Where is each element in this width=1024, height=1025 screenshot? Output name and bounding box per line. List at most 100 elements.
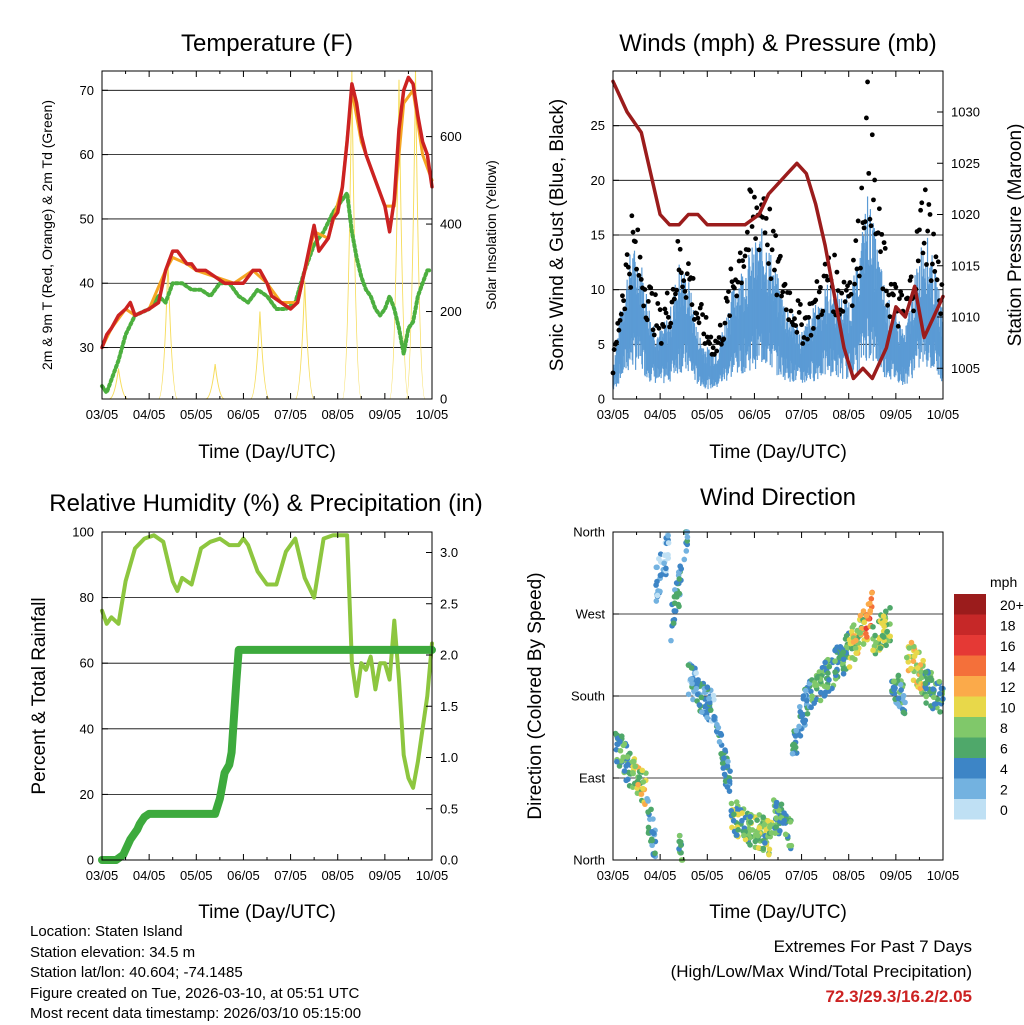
- direction-point: [821, 693, 828, 699]
- gust-point: [766, 261, 771, 266]
- legend-label: 18: [1000, 618, 1016, 634]
- gust-point: [866, 170, 872, 176]
- gust-point: [783, 307, 789, 313]
- gust-point: [711, 352, 717, 357]
- direction-point: [728, 800, 735, 807]
- direction-point: [638, 791, 645, 797]
- y-tick-label: 10: [591, 282, 605, 297]
- gust-point: [754, 205, 760, 211]
- direction-point: [649, 829, 655, 835]
- direction-point: [914, 665, 921, 671]
- direction-point: [616, 763, 623, 769]
- direction-point: [645, 798, 651, 804]
- gust-point: [881, 240, 887, 246]
- gust-point: [673, 291, 678, 297]
- direction-point: [707, 707, 714, 713]
- gust-point: [929, 261, 935, 267]
- gust-point: [734, 293, 740, 299]
- direction-point: [624, 754, 631, 760]
- direction-point: [797, 733, 804, 739]
- direction-point: [822, 659, 828, 666]
- gust-point: [667, 324, 672, 330]
- direction-point: [804, 710, 811, 717]
- gust-point: [918, 207, 924, 213]
- direction-point: [923, 685, 929, 692]
- x-tick-label: 04/05: [133, 407, 166, 422]
- direction-point: [906, 645, 912, 651]
- y2-tick-label: 2.5: [440, 596, 458, 611]
- gust-point: [815, 314, 821, 320]
- direction-point: [883, 608, 889, 615]
- direction-point: [880, 634, 887, 640]
- gust-point: [694, 311, 700, 316]
- gust-point: [769, 247, 775, 253]
- extremes-box: Extremes For Past 7 Days (High/Low/Max W…: [671, 934, 972, 1009]
- legend-swatch: [954, 778, 986, 799]
- direction-point: [903, 654, 910, 661]
- direction-point: [773, 803, 779, 810]
- x-tick-label: 07/05: [274, 407, 307, 422]
- winds-panel: Winds (mph) & Pressure (mb) 051015202510…: [547, 30, 1024, 463]
- legend-label: 8: [1000, 720, 1008, 736]
- direction-point: [635, 781, 641, 788]
- gust-point: [863, 115, 869, 121]
- legend-swatch: [954, 696, 986, 717]
- gust-point: [636, 272, 642, 278]
- gust-point: [816, 289, 822, 295]
- y2-tick-label: 1020: [951, 207, 980, 222]
- direction-panel: Wind Direction NorthEastSouthWestNorth03…: [525, 484, 1024, 923]
- gust-point: [641, 303, 647, 309]
- direction-point: [850, 639, 857, 645]
- direction-point: [636, 774, 643, 781]
- direction-point: [747, 813, 753, 820]
- direction-point: [808, 704, 814, 711]
- direction-point: [676, 576, 683, 582]
- direction-point: [786, 842, 792, 849]
- gust-point: [742, 253, 748, 259]
- gust-point: [620, 293, 625, 299]
- x-tick-label: 04/05: [644, 407, 677, 422]
- direction-point: [677, 839, 684, 845]
- direction-point: [747, 819, 754, 826]
- x-tick-label: 07/05: [274, 868, 307, 883]
- direction-point: [766, 846, 773, 853]
- gust-point: [698, 301, 704, 307]
- gust-point: [893, 284, 899, 290]
- legend-label: 6: [1000, 741, 1008, 757]
- direction-point: [685, 691, 692, 698]
- direction-point: [689, 680, 695, 687]
- gust-point: [657, 307, 663, 313]
- gust-point: [927, 212, 933, 217]
- gust-point: [928, 278, 934, 284]
- direction-point: [860, 641, 867, 647]
- legend-label: 2: [1000, 782, 1008, 798]
- solar-insolation-pulse: [389, 79, 409, 400]
- gust-point: [880, 286, 886, 292]
- direction-point: [747, 842, 753, 848]
- gust-point: [702, 341, 708, 346]
- direction-point: [640, 785, 646, 792]
- gust-point: [661, 324, 667, 329]
- y2-tick-label: 400: [440, 217, 462, 232]
- temperature-plot-frame: [101, 70, 433, 400]
- x-tick-label: 09/05: [369, 868, 402, 883]
- solar-insolation-pulse: [405, 70, 426, 400]
- y2-tick-label: 1005: [951, 361, 980, 376]
- y2-tick-label: 1025: [951, 156, 980, 171]
- gust-point: [719, 341, 724, 347]
- gust-point: [668, 320, 674, 326]
- direction-point: [930, 686, 936, 692]
- direction-point: [814, 675, 820, 681]
- gust-point: [722, 320, 728, 326]
- direction-point: [730, 817, 737, 824]
- direction-point: [726, 788, 733, 794]
- gust-point: [839, 290, 845, 296]
- gust-point: [708, 334, 714, 340]
- direction-point: [927, 675, 934, 681]
- gust-point: [834, 269, 840, 275]
- direction-point: [665, 540, 672, 546]
- gust-point: [852, 281, 858, 287]
- gust-point: [740, 258, 746, 264]
- y-tick-label: 0: [598, 392, 605, 407]
- direction-point: [922, 680, 929, 687]
